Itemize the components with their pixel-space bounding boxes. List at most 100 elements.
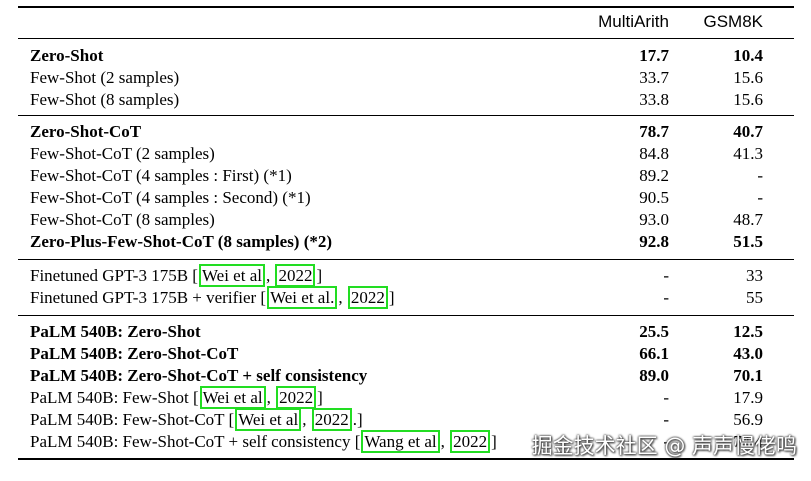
- watermark: 掘金技术社区 @ 声声慢佬鸣: [531, 434, 797, 458]
- citation-author-link[interactable]: Wang et al: [361, 430, 440, 453]
- multiarith-value: -: [663, 266, 669, 285]
- method-name: Finetuned GPT-3 175B + verifier: [30, 288, 257, 307]
- citation-year-link[interactable]: 2022: [450, 430, 491, 453]
- table-row: Few-Shot (8 samples) 33.8 15.6: [0, 89, 811, 111]
- header-gsm8k: GSM8K: [703, 12, 763, 31]
- method-name: PaLM 540B: Few-Shot: [30, 388, 189, 407]
- gsm8k-value: 56.9: [733, 410, 763, 429]
- method-name: Few-Shot-CoT (8 samples): [30, 210, 215, 229]
- citation-author-link[interactable]: Wei et al: [199, 386, 266, 409]
- multiarith-value: 33.7: [639, 68, 669, 87]
- method-name: PaLM 540B: Few-Shot-CoT: [30, 410, 225, 429]
- multiarith-value: 90.5: [639, 188, 669, 207]
- table-row: Few-Shot-CoT (4 samples : First) (*1) 89.…: [0, 165, 811, 187]
- gsm8k-value: 43.0: [733, 344, 763, 363]
- table-row: Finetuned GPT-3 175B [Wei et al, 2022] - 3…: [0, 264, 811, 287]
- citation-year-link[interactable]: 2022: [275, 264, 316, 287]
- multiarith-value: 92.8: [639, 232, 669, 251]
- multiarith-value: 33.8: [639, 90, 669, 109]
- multiarith-value: 84.8: [639, 144, 669, 163]
- table-row: PaLM 540B: Zero-Shot 25.5 12.5: [0, 321, 811, 343]
- citation-author-link[interactable]: Wei et al: [198, 264, 265, 287]
- method-cell: Few-Shot (2 samples): [30, 67, 179, 89]
- gsm8k-value: 40.7: [733, 122, 763, 141]
- multiarith-value: 78.7: [639, 122, 669, 141]
- method-name: PaLM 540B: Zero-Shot: [30, 322, 201, 341]
- citation-year-link[interactable]: 2022: [347, 286, 388, 309]
- table-row: Few-Shot-CoT (2 samples) 84.8 41.3: [0, 143, 811, 165]
- method-cell: PaLM 540B: Few-Shot-CoT [Wei et al, 2022…: [30, 408, 363, 431]
- method-name: PaLM 540B: Few-Shot-CoT + self consisten…: [30, 432, 351, 451]
- multiarith-value: -: [663, 288, 669, 307]
- gsm8k-value: 10.4: [733, 46, 763, 65]
- method-name: Zero-Plus-Few-Shot-CoT (8 samples) (*2): [30, 232, 333, 251]
- multiarith-value: 66.1: [639, 344, 669, 363]
- gsm8k-value: 51.5: [733, 232, 763, 251]
- multiarith-value: 93.0: [639, 210, 669, 229]
- bottom-rule: [18, 458, 794, 460]
- gsm8k-value: 15.6: [733, 90, 763, 109]
- method-cell: Zero-Shot: [30, 45, 103, 67]
- method-cell: PaLM 540B: Few-Shot-CoT + self consisten…: [30, 430, 497, 453]
- header-rule: [18, 38, 794, 39]
- gsm8k-value: 48.7: [733, 210, 763, 229]
- gsm8k-value: 33: [746, 266, 763, 285]
- citation-year-link[interactable]: 2022: [276, 386, 317, 409]
- method-name: Few-Shot-CoT (4 samples : Second) (*1): [30, 188, 311, 207]
- multiarith-value: -: [663, 388, 669, 407]
- method-name: Few-Shot-CoT (2 samples): [30, 144, 215, 163]
- method-name: Zero-Shot-CoT: [30, 122, 142, 141]
- header-multiarith: MultiArith: [598, 12, 669, 31]
- method-name: PaLM 540B: Zero-Shot-CoT: [30, 344, 239, 363]
- table-row: Zero-Shot 17.7 10.4: [0, 45, 811, 67]
- method-cell: Zero-Shot-CoT: [30, 121, 141, 143]
- table-row: PaLM 540B: Few-Shot [Wei et al, 2022] - 17…: [0, 386, 811, 409]
- citation-author-link[interactable]: Wei et al: [235, 408, 302, 431]
- group-divider: [18, 315, 794, 316]
- method-cell: Few-Shot-CoT (4 samples : First) (*1): [30, 165, 292, 187]
- gsm8k-value: 74.4: [733, 432, 763, 451]
- method-name: PaLM 540B: Zero-Shot-CoT + self consiste…: [30, 366, 368, 385]
- citation-suffix: .: [352, 410, 357, 429]
- table-row: PaLM 540B: Zero-Shot-CoT 66.1 43.0: [0, 343, 811, 365]
- citation-author-link[interactable]: Wei et al.: [267, 286, 338, 309]
- citation-year-link[interactable]: 2022: [311, 408, 352, 431]
- multiarith-value: 17.7: [639, 46, 669, 65]
- table-row: PaLM 540B: Zero-Shot-CoT + self consiste…: [0, 365, 811, 387]
- gsm8k-value: 41.3: [733, 144, 763, 163]
- top-rule: [18, 6, 794, 8]
- table-row: Few-Shot-CoT (4 samples : Second) (*1) 90…: [0, 187, 811, 209]
- table-row: Few-Shot-CoT (8 samples) 93.0 48.7: [0, 209, 811, 231]
- method-cell: Zero-Plus-Few-Shot-CoT (8 samples) (*2): [30, 231, 332, 253]
- method-name: Zero-Shot: [30, 46, 104, 65]
- method-cell: Few-Shot-CoT (4 samples : Second) (*1): [30, 187, 311, 209]
- method-name: Few-Shot-CoT (4 samples : First) (*1): [30, 166, 292, 185]
- multiarith-value: -: [663, 432, 669, 451]
- table-row: Few-Shot (2 samples) 33.7 15.6: [0, 67, 811, 89]
- method-name: Few-Shot (2 samples): [30, 68, 180, 87]
- group-divider: [18, 115, 794, 116]
- multiarith-value: -: [663, 410, 669, 429]
- method-cell: PaLM 540B: Zero-Shot: [30, 321, 201, 343]
- method-cell: PaLM 540B: Zero-Shot-CoT: [30, 343, 238, 365]
- gsm8k-value: -: [757, 188, 763, 207]
- method-cell: Finetuned GPT-3 175B + verifier [Wei et …: [30, 286, 395, 309]
- method-name: Finetuned GPT-3 175B: [30, 266, 189, 285]
- gsm8k-value: 17.9: [733, 388, 763, 407]
- table-row: Zero-Shot-CoT 78.7 40.7: [0, 121, 811, 143]
- method-cell: Few-Shot-CoT (2 samples): [30, 143, 215, 165]
- method-cell: PaLM 540B: Zero-Shot-CoT + self consiste…: [30, 365, 367, 387]
- method-name: Few-Shot (8 samples): [30, 90, 180, 109]
- gsm8k-value: 12.5: [733, 322, 763, 341]
- gsm8k-value: 55: [746, 288, 763, 307]
- method-cell: Few-Shot (8 samples): [30, 89, 179, 111]
- gsm8k-value: 15.6: [733, 68, 763, 87]
- multiarith-value: 89.2: [639, 166, 669, 185]
- group-divider: [18, 259, 794, 260]
- method-cell: PaLM 540B: Few-Shot [Wei et al, 2022]: [30, 386, 323, 409]
- table-row: Zero-Plus-Few-Shot-CoT (8 samples) (*2) 9…: [0, 231, 811, 253]
- multiarith-value: 25.5: [639, 322, 669, 341]
- gsm8k-value: 70.1: [733, 366, 763, 385]
- method-cell: Finetuned GPT-3 175B [Wei et al, 2022]: [30, 264, 323, 287]
